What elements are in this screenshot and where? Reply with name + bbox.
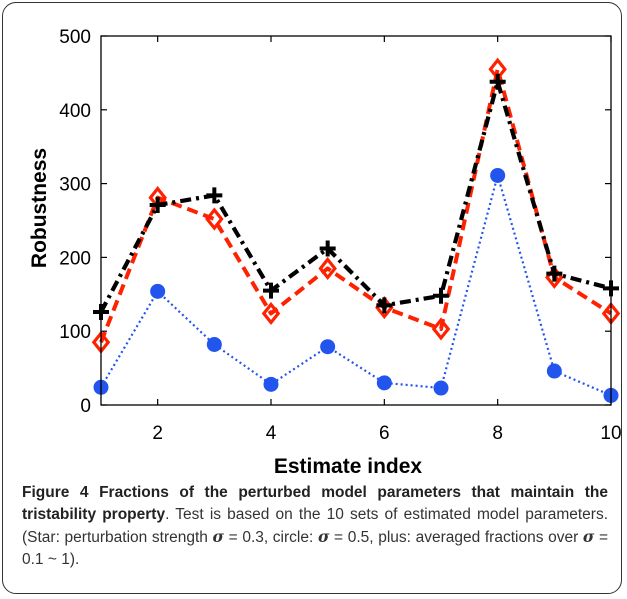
data-point-diamond (205, 207, 224, 231)
data-point-circle (320, 339, 336, 355)
data-point-plus (319, 240, 336, 257)
x-tick-label: 10 (600, 423, 621, 444)
plot-background (101, 36, 611, 405)
caption-title: Fractions of the perturbed model paramet… (22, 484, 608, 523)
data-point-circle (150, 283, 166, 299)
caption-text-3: = 0.5, plus: averaged fractions over (329, 529, 583, 546)
data-point-circle (263, 376, 279, 392)
y-tick-label: 400 (59, 101, 91, 122)
data-point-plus (149, 197, 166, 214)
data-point-plus (206, 187, 223, 204)
data-point-circle (376, 375, 392, 391)
x-tick-label: 2 (152, 423, 163, 444)
caption-label: Figure 4 (22, 484, 89, 501)
data-point-plus (376, 297, 393, 314)
x-axis-title: Estimate index (274, 455, 423, 478)
data-point-diamond (318, 256, 337, 281)
sigma-symbol: σ (582, 527, 595, 546)
series-line (99, 79, 612, 313)
y-tick-label: 500 (59, 27, 91, 48)
axes-box (100, 35, 612, 406)
caption-text-2: = 0.3, circle: (223, 529, 318, 546)
y-tick-label: 0 (80, 396, 91, 417)
sigma-symbol: σ (212, 527, 224, 546)
series-circle (93, 167, 619, 403)
data-point-plus (546, 265, 563, 282)
data-point-plus (489, 73, 506, 90)
y-axis-title: Robustness (28, 148, 51, 268)
data-point-diamond (261, 301, 281, 326)
caption-text-1: . Test is based on the 10 sets of estima… (22, 506, 609, 546)
x-tick-label: 6 (379, 423, 390, 444)
axes-layer: 0 100 200 300 400 500 2 4 6 8 10 (59, 27, 621, 444)
data-point-plus (433, 287, 449, 304)
robustness-chart: 0 100 200 300 400 500 2 4 6 8 10 Robustness Estima… (28, 27, 622, 478)
plot-area (101, 36, 611, 405)
data-point-circle (433, 380, 449, 396)
series-plus (93, 73, 619, 321)
caption-text-4: = 0.1 ~ 1). (22, 529, 609, 568)
data-point-circle (490, 167, 506, 183)
series-line (100, 174, 612, 397)
figure-caption: Figure 4 Fractions of the perturbed mode… (22, 482, 608, 571)
data-point-circle (546, 363, 562, 379)
data-point-diamond (431, 317, 451, 341)
y-tick-label: 100 (59, 322, 91, 343)
y-tick-label: 300 (59, 175, 91, 196)
y-tick-label: 200 (59, 248, 91, 269)
sigma-symbol: σ (317, 527, 330, 546)
series-layer (91, 57, 621, 403)
data-point-plus (263, 282, 279, 299)
data-point-circle (206, 336, 222, 352)
x-tick-label: 8 (492, 423, 503, 444)
series-line (99, 67, 613, 343)
x-tick-label: 4 (266, 423, 277, 444)
